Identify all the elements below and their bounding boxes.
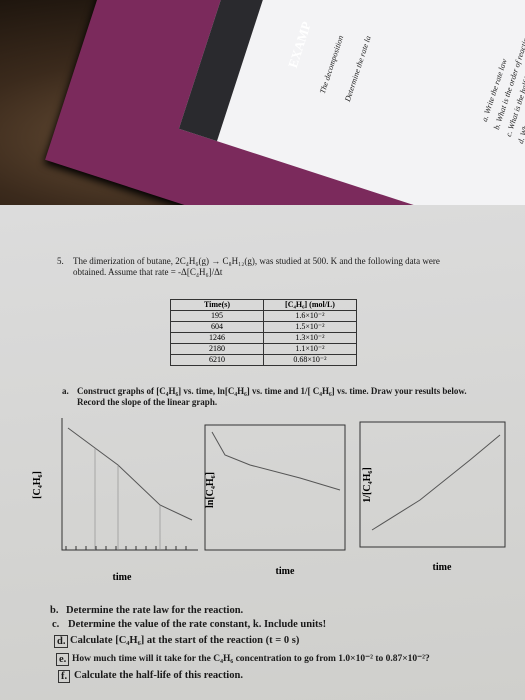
table-row: 2180 1.1×10⁻² [170, 343, 357, 355]
table-cell: 2180 [170, 343, 264, 355]
table-cell: 0.68×10⁻² [263, 354, 357, 366]
table-row: 195 1.6×10⁻² [170, 310, 357, 322]
part-text: Construct graphs of [C₄H₆] vs. time, ln[… [77, 386, 467, 407]
graph-box [204, 424, 346, 551]
part-label: f. [58, 670, 71, 683]
part-label: b. [50, 605, 59, 616]
part-label: a. [62, 386, 69, 396]
data-table: Time(s) [C₄H₆] (mol/L) 195 1.6×10⁻² 604 1.5×… [170, 299, 357, 366]
x-label: time [276, 566, 295, 577]
table-cell: 1.6×10⁻² [263, 310, 357, 322]
table-row: 6210 0.68×10⁻² [170, 354, 357, 366]
part-text: Determine the rate law for the reaction. [66, 605, 244, 616]
question-number: 5. [57, 256, 64, 266]
header-cell: [C₄H₆] (mol/L) [263, 299, 357, 311]
sketch-line [67, 427, 193, 521]
table-cell: 1.5×10⁻² [263, 321, 357, 333]
part-text: Calculate the half-life of this reaction… [74, 670, 243, 681]
axes [61, 418, 198, 551]
part-text: Determine the value of the rate constant… [68, 619, 327, 630]
sketch-line [371, 434, 501, 531]
y-label: [C₄H₆] [32, 471, 43, 499]
graphs: [C₄H₆] ln[C₄H₆] 1/[C₄H₆] time time time [32, 418, 506, 583]
table-row: 604 1.5×10⁻² [170, 321, 357, 333]
part-label: c. [52, 619, 60, 630]
part-label: e. [56, 653, 70, 666]
sketch-line [211, 431, 341, 491]
table-row: 1246 1.3×10⁻² [170, 332, 357, 344]
header-cell: Time(s) [170, 299, 264, 311]
x-label: time [113, 572, 132, 583]
table-cell: 604 [170, 321, 264, 333]
table-cell: 1.3×10⁻² [263, 332, 357, 344]
graph-box [359, 421, 506, 548]
worksheet [0, 205, 525, 700]
table-cell: 1.1×10⁻² [263, 343, 357, 355]
part-text: How much time will it take for the C₄H₆ … [72, 654, 430, 664]
sketch-guides [94, 448, 161, 550]
sketch-ticks [65, 546, 187, 550]
question-text: The dimerization of butane, 2C₄H₆(g) → C… [73, 256, 440, 277]
y-label: 1/[C₄H₆] [362, 467, 373, 502]
part-text: Calculate [C₄H₆] at the start of the rea… [70, 635, 300, 646]
table-cell: 1246 [170, 332, 264, 344]
x-label: time [433, 562, 452, 573]
part-label: d. [54, 635, 69, 648]
table-cell: 195 [170, 310, 264, 322]
table-cell: 6210 [170, 354, 264, 366]
y-label: ln[C₄H₆] [205, 472, 216, 508]
